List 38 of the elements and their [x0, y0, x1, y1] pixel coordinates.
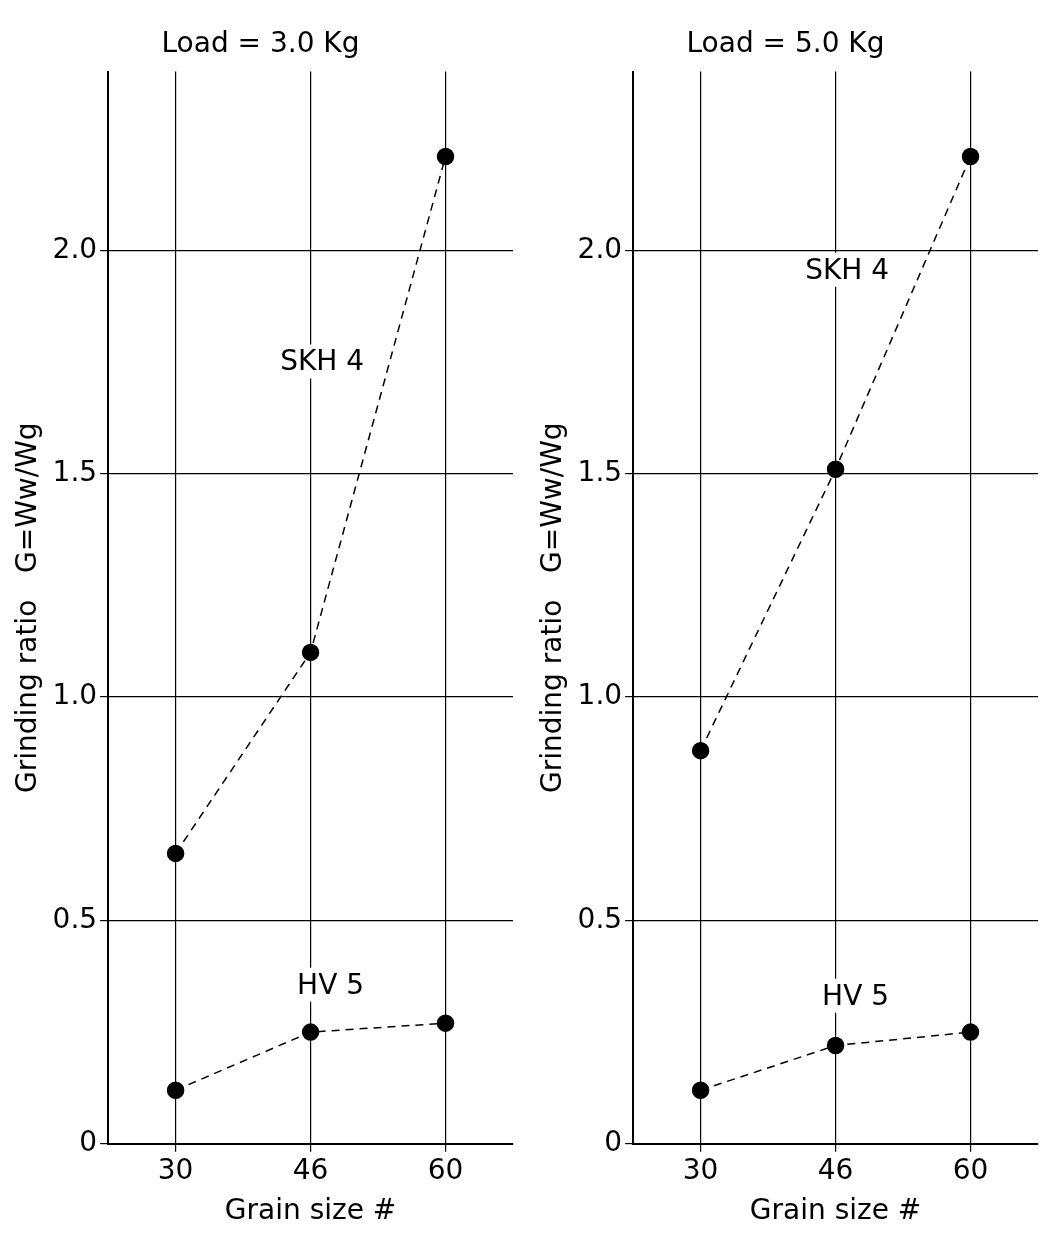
y-tick-label: 2.0: [577, 231, 623, 265]
y-tick-label: 0: [79, 1125, 98, 1159]
point: [691, 1081, 710, 1099]
point: [436, 147, 455, 166]
x-axis-title: Grain size #: [224, 1193, 397, 1227]
series-label: SKH 4: [805, 252, 890, 286]
series-label: HV 5: [822, 978, 890, 1012]
y-tick-label: 1.0: [577, 678, 623, 712]
point: [166, 1081, 185, 1099]
x-tick-label: 30: [682, 1152, 719, 1186]
series-label: HV 5: [297, 967, 365, 1001]
series-label: SKH 4: [280, 344, 365, 378]
point: [166, 844, 185, 863]
y-tick-label: 0: [604, 1125, 623, 1159]
y-axis-title: Grinding ratio G=Ww/Wg: [10, 422, 44, 793]
y-tick-label: 0.5: [577, 901, 623, 935]
point: [301, 1023, 320, 1041]
point: [301, 643, 320, 662]
x-tick-label: 60: [427, 1152, 464, 1186]
y-tick-label: 2.0: [52, 231, 98, 265]
x-tick-label: 60: [952, 1152, 989, 1186]
x-tick-label: 30: [157, 1152, 194, 1186]
y-tick-label: 1.5: [52, 454, 98, 488]
y-tick-label: 0.5: [52, 901, 98, 935]
point: [436, 1014, 455, 1032]
chart-title: Load = 3.0 Kg: [161, 26, 360, 60]
x-tick-label: 46: [292, 1152, 329, 1186]
point: [961, 147, 980, 166]
x-tick-label: 46: [817, 1152, 854, 1186]
point: [961, 1023, 980, 1041]
point: [826, 1036, 845, 1055]
x-axis-title: Grain size #: [749, 1193, 922, 1227]
y-axis-title: Grinding ratio G=Ww/Wg: [535, 422, 569, 793]
point: [691, 741, 710, 760]
chart-title: Load = 5.0 Kg: [686, 26, 885, 60]
y-tick-label: 1.5: [577, 454, 623, 488]
y-tick-label: 1.0: [52, 678, 98, 712]
point: [826, 460, 845, 478]
